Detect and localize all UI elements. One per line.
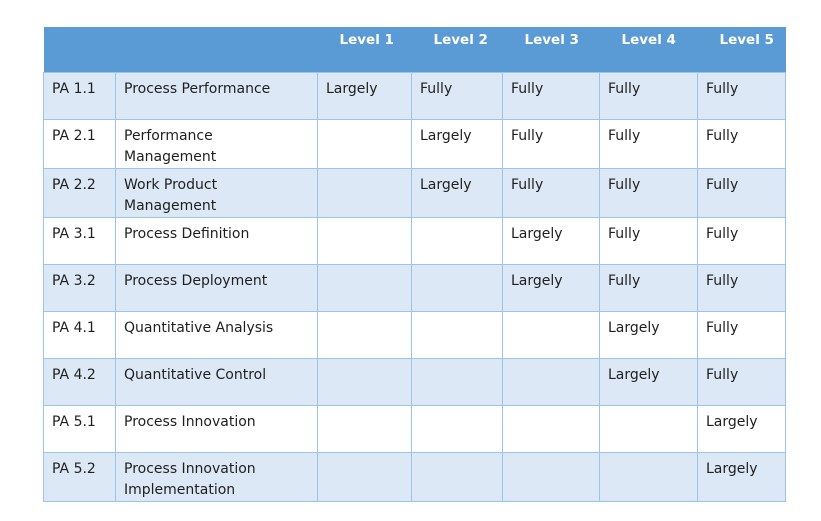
header-cell-level-1: Level 1 (339, 32, 394, 48)
level-3-cell: Fully (502, 167, 600, 218)
level-3-cell (502, 451, 600, 502)
header-cell-level-4: Level 4 (621, 32, 676, 48)
level-1-cell (317, 118, 412, 169)
table-row: PA 2.2 Work Product Management Largely Full… (43, 167, 786, 218)
attribute-id-cell: PA 5.2 (43, 451, 116, 502)
level-2-cell (411, 451, 503, 502)
level-1-cell (317, 357, 412, 406)
level-1-cell (317, 263, 412, 312)
attribute-name-cell: Process Deployment (115, 263, 318, 312)
level-5-cell: Fully (697, 167, 786, 218)
attribute-id-cell: PA 4.1 (43, 310, 116, 359)
level-3-cell (502, 404, 600, 453)
level-5-cell: Fully (697, 310, 786, 359)
table-row: PA 3.1 Process Definition Largely Fully Full… (43, 216, 786, 265)
level-2-cell: Fully (411, 71, 503, 120)
level-5-cell: Fully (697, 357, 786, 406)
level-4-cell: Largely (599, 310, 698, 359)
attribute-id-cell: PA 5.1 (43, 404, 116, 453)
header-cell-level-2: Level 2 (433, 32, 488, 48)
level-3-cell: Largely (502, 216, 600, 265)
header-cell-level-3: Level 3 (524, 32, 579, 48)
table-row: PA 4.1 Quantitative Analysis Largely Fully (43, 310, 786, 359)
level-3-cell (502, 357, 600, 406)
level-1-cell (317, 216, 412, 265)
level-4-cell (599, 404, 698, 453)
level-5-cell: Fully (697, 118, 786, 169)
table-row: PA 5.2 Process Innovation Implementation L… (43, 451, 786, 502)
table-header-row: Level 1 Level 2 Level 3 Level 4 Level 5 (43, 27, 786, 72)
attribute-id-cell: PA 3.2 (43, 263, 116, 312)
level-5-cell: Fully (697, 216, 786, 265)
level-4-cell: Fully (599, 263, 698, 312)
attribute-name-cell: Process Innovation (115, 404, 318, 453)
level-1-cell (317, 167, 412, 218)
level-5-cell: Fully (697, 263, 786, 312)
attribute-name-cell: Process Innovation Implementation (115, 451, 318, 502)
attribute-name-cell: Quantitative Analysis (115, 310, 318, 359)
table-row: PA 5.1 Process Innovation Largely (43, 404, 786, 453)
level-3-cell: Fully (502, 71, 600, 120)
level-1-cell (317, 404, 412, 453)
level-1-cell (317, 451, 412, 502)
level-2-cell (411, 216, 503, 265)
level-5-cell: Largely (697, 451, 786, 502)
level-2-cell (411, 310, 503, 359)
level-4-cell: Fully (599, 216, 698, 265)
table-row: PA 1.1 Process Performance Largely Fully Ful… (43, 71, 786, 120)
attribute-id-cell: PA 2.1 (43, 118, 116, 169)
level-3-cell: Fully (502, 118, 600, 169)
table-row: PA 3.2 Process Deployment Largely Fully Full… (43, 263, 786, 312)
level-2-cell: Largely (411, 118, 503, 169)
header-cell-id (44, 27, 116, 72)
table-body: PA 1.1 Process Performance Largely Fully Ful… (43, 71, 786, 502)
table-row: PA 4.2 Quantitative Control Largely Fully (43, 357, 786, 406)
level-4-cell: Largely (599, 357, 698, 406)
level-4-cell: Fully (599, 167, 698, 218)
level-2-cell (411, 263, 503, 312)
attribute-name-cell: Performance Management (115, 118, 318, 169)
level-3-cell (502, 310, 600, 359)
attribute-id-cell: PA 1.1 (43, 71, 116, 120)
attribute-name-cell: Work Product Management (115, 167, 318, 218)
header-cell-level-5: Level 5 (719, 32, 774, 48)
level-4-cell (599, 451, 698, 502)
table-row: PA 2.1 Performance Management Largely Fully… (43, 118, 786, 169)
level-2-cell (411, 404, 503, 453)
level-5-cell: Fully (697, 71, 786, 120)
attribute-name-cell: Process Performance (115, 71, 318, 120)
attribute-id-cell: PA 2.2 (43, 167, 116, 218)
level-3-cell: Largely (502, 263, 600, 312)
level-4-cell: Fully (599, 71, 698, 120)
process-attribute-rating-table: Level 1 Level 2 Level 3 Level 4 Level 5 … (43, 27, 786, 502)
level-4-cell: Fully (599, 118, 698, 169)
level-5-cell: Largely (697, 404, 786, 453)
attribute-id-cell: PA 3.1 (43, 216, 116, 265)
level-1-cell (317, 310, 412, 359)
attribute-name-cell: Quantitative Control (115, 357, 318, 406)
attribute-name-cell: Process Definition (115, 216, 318, 265)
level-2-cell (411, 357, 503, 406)
level-2-cell: Largely (411, 167, 503, 218)
header-cell-name (116, 27, 318, 72)
level-1-cell: Largely (317, 71, 412, 120)
attribute-id-cell: PA 4.2 (43, 357, 116, 406)
